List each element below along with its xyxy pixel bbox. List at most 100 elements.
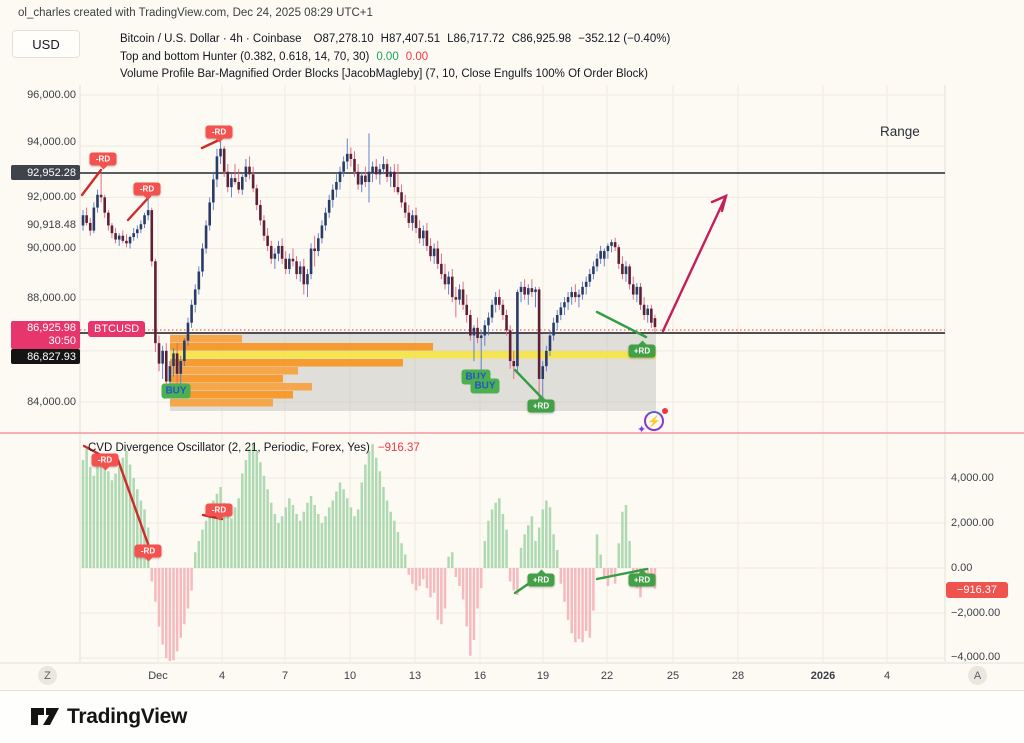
negative-divergence-badge: -RD (133, 182, 161, 200)
candle-body (631, 284, 635, 295)
candle-body (259, 205, 262, 221)
candle-body (646, 308, 650, 316)
candle-body (215, 156, 219, 180)
candle-body (479, 335, 483, 339)
time-axis-label: Dec (148, 670, 168, 682)
candle-body (599, 251, 602, 259)
positive-divergence-badge: +RD (527, 395, 555, 413)
candle-body (255, 188, 259, 206)
candle-body (248, 166, 251, 175)
candle-body (273, 253, 277, 259)
candle-body (476, 327, 479, 339)
osc-bar (273, 514, 277, 568)
osc-bar (563, 568, 566, 602)
candle-body (382, 164, 385, 170)
osc-bar (262, 475, 266, 568)
candle-body (92, 207, 96, 231)
oscillator-legend-row[interactable]: CVD Divergence Oscillator (2, 21, Period… (88, 442, 420, 454)
timeline-left-button[interactable]: Z (38, 666, 57, 685)
time-axis-label: 25 (666, 670, 680, 682)
osc-bar (335, 491, 338, 568)
osc-bar (610, 568, 613, 577)
osc-bar (527, 525, 530, 568)
candle-body (320, 225, 324, 239)
candle-body (469, 315, 472, 336)
osc-bar (353, 516, 356, 568)
candle-body (345, 153, 349, 162)
osc-bar (537, 527, 541, 568)
osc-bar (99, 453, 103, 568)
candle-body (164, 350, 168, 382)
candle-body (526, 288, 530, 295)
osc-bar (403, 554, 407, 568)
candle-body (338, 171, 342, 182)
candle-body (197, 271, 201, 290)
candle-body (624, 266, 628, 275)
symbol-legend-row[interactable]: Bitcoin / U.S. Dollar · 4h · Coinbase O8… (120, 31, 670, 49)
candle-body (407, 212, 411, 223)
candle-body (88, 222, 92, 231)
currency-button[interactable]: USD (12, 30, 80, 58)
tradingview-logo-text: TradingView (67, 705, 188, 728)
osc-bar (505, 529, 508, 568)
osc-bar (603, 568, 606, 580)
osc-bar (128, 464, 132, 568)
time-axis-label: 28 (731, 670, 745, 682)
osc-bar (110, 480, 114, 568)
candle-body (396, 187, 400, 193)
osc-bar (233, 507, 237, 568)
candle-body (96, 194, 99, 208)
osc-bar (367, 451, 371, 568)
timeline-right-button[interactable]: A (968, 666, 987, 685)
osc-positive-divergence-badge: +RD (628, 569, 656, 587)
candle-body (125, 240, 128, 244)
candle-body (331, 189, 335, 200)
indicator-legend-row-2[interactable]: Volume Profile Bar-Magnified Order Block… (120, 66, 670, 84)
tradingview-logo[interactable]: TradingView (30, 703, 187, 731)
bar-countdown: 30:50 (48, 334, 76, 347)
indicator2-title: Volume Profile Bar-Magnified Order Block… (120, 68, 648, 80)
price-axis-label: 96,000.00 (27, 88, 76, 101)
candle-body (458, 289, 461, 300)
volume-profile-row (170, 359, 403, 367)
candle-body (505, 315, 508, 331)
osc-negative-divergence-badge: -RD (134, 544, 162, 562)
candle-body (512, 361, 516, 367)
osc-bar (85, 448, 88, 568)
candle-body (523, 286, 526, 295)
osc-bar (346, 498, 349, 568)
candle-body (212, 179, 215, 203)
tradingview-logo-mark (31, 708, 59, 725)
candle-body (244, 166, 248, 177)
osc-bar (107, 471, 110, 568)
candle-body (487, 317, 490, 326)
candle-body (353, 158, 356, 172)
candle-body (226, 171, 230, 188)
osc-bar (371, 444, 374, 568)
green-divergence-line (513, 368, 543, 399)
candle-body (313, 248, 316, 252)
ai-assistant-icon[interactable]: ⚡ ✦ (637, 408, 668, 436)
ohlc-close: C86,925.98 (511, 33, 572, 45)
candle-body (418, 228, 421, 239)
red-divergence-line (126, 194, 152, 222)
volume-profile-row (170, 335, 242, 343)
oscillator-title: CVD Divergence Oscillator (2, 21, Period… (88, 442, 370, 454)
osc-bar (331, 500, 335, 568)
candle-body (454, 297, 458, 300)
osc-bar (186, 568, 190, 609)
candle-body (269, 245, 273, 259)
candle-body (327, 199, 331, 213)
osc-bar (429, 568, 432, 598)
candle-body (132, 233, 135, 237)
indicator-legend-row-1[interactable]: Top and bottom Hunter (0.382, 0.618, 14,… (120, 49, 670, 67)
osc-bar (519, 547, 523, 568)
osc-bar (378, 471, 382, 568)
osc-bar (414, 568, 418, 591)
osc-bar (306, 502, 309, 568)
osc-bar (92, 475, 96, 568)
time-axis-label: 13 (408, 670, 422, 682)
osc-bar (479, 568, 483, 589)
candle-body (411, 215, 414, 223)
